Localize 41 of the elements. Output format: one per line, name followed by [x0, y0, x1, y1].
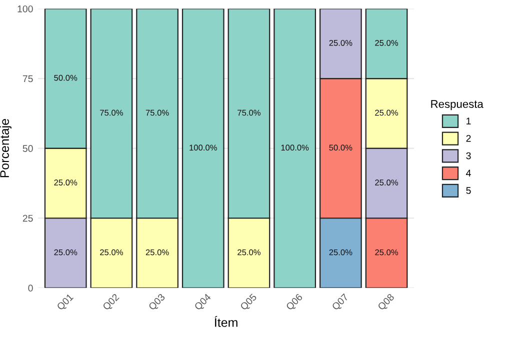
y-tick-label: 50 [22, 145, 33, 152]
data-label: 50.0% [329, 144, 352, 151]
data-label: 100.0% [190, 144, 217, 151]
data-label: 25.0% [375, 249, 398, 256]
legend-title: Respuesta [431, 100, 484, 110]
x-tick-label: Q08 [377, 293, 396, 312]
data-label: 25.0% [54, 249, 78, 256]
bar [274, 8, 316, 288]
x-tick-label: Q03 [148, 293, 167, 312]
data-label: 25.0% [146, 249, 169, 256]
x-axis-title: Ítem [214, 316, 238, 327]
legend-label: 5 [466, 187, 471, 194]
y-tick-label: 0 [28, 284, 33, 292]
x-tick-label: Q05 [240, 293, 258, 312]
data-label: 25.0% [100, 249, 123, 256]
data-label: 75.0% [100, 110, 123, 116]
bar [182, 8, 224, 288]
data-label: 25.0% [375, 110, 398, 116]
y-tick-label: 25 [22, 214, 33, 222]
data-label: 25.0% [329, 249, 352, 256]
data-label: 25.0% [329, 40, 352, 46]
data-label: 100.0% [281, 144, 309, 151]
y-axis-title: Porcentaje [0, 119, 12, 178]
data-label: 25.0% [375, 180, 398, 186]
data-label: 25.0% [54, 180, 78, 186]
data-label: 25.0% [375, 40, 398, 46]
x-tick-label: Q06 [286, 293, 304, 312]
data-label: 75.0% [146, 110, 169, 116]
x-tick-label: Q04 [194, 293, 213, 312]
x-tick-label: Q07 [331, 293, 350, 312]
x-tick-label: Q01 [56, 293, 75, 312]
y-tick-label: 100 [18, 5, 33, 12]
y-tick-label: 75 [22, 75, 33, 82]
legend-label: 2 [466, 134, 471, 142]
data-label: 25.0% [238, 249, 260, 256]
legend-label: 4 [466, 170, 471, 176]
data-label: 75.0% [238, 110, 260, 116]
x-tick-label: Q02 [102, 293, 121, 312]
legend-label: 1 [466, 118, 471, 124]
data-label: 50.0% [54, 74, 78, 81]
legend-label: 3 [466, 152, 471, 160]
